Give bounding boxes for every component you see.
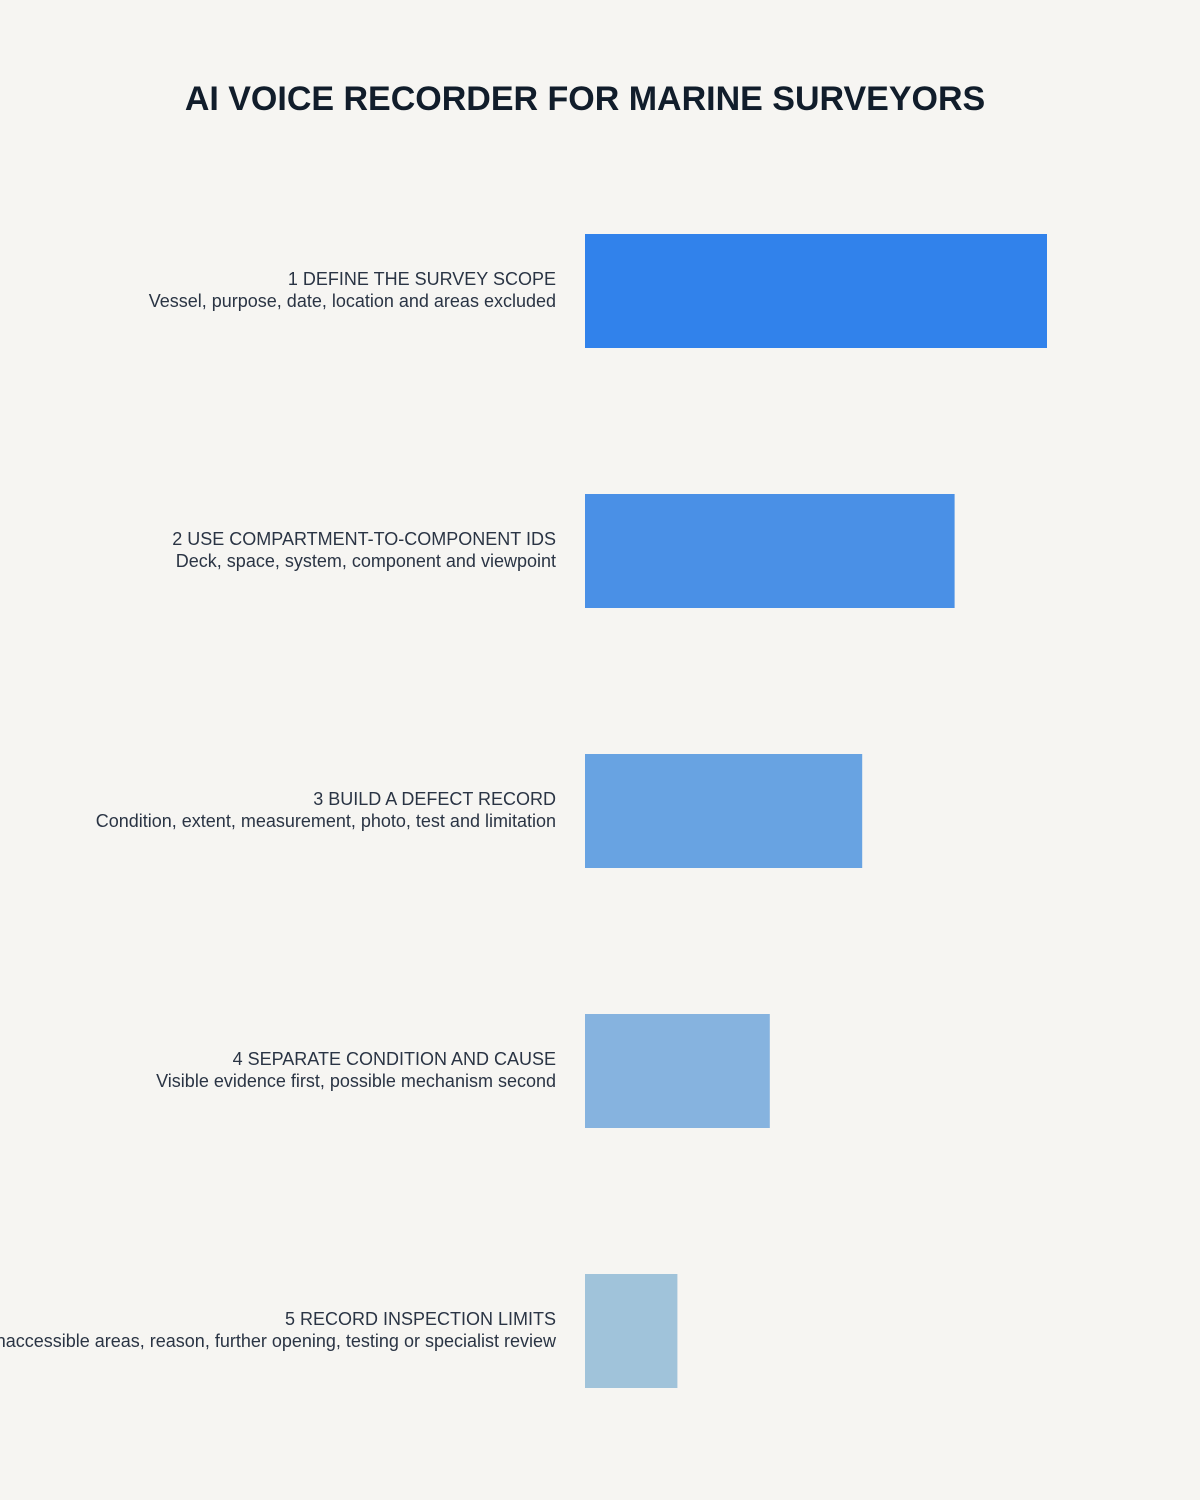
category-label: 3 BUILD A DEFECT RECORD bbox=[313, 789, 556, 809]
category-description: Visible evidence first, possible mechani… bbox=[156, 1071, 556, 1091]
bar bbox=[585, 494, 955, 608]
category-description: Vessel, purpose, date, location and area… bbox=[149, 291, 556, 311]
bar bbox=[585, 1274, 678, 1388]
bar bbox=[585, 1014, 770, 1128]
category-label: 5 RECORD INSPECTION LIMITS bbox=[285, 1309, 556, 1329]
chart-title: AI VOICE RECORDER FOR MARINE SURVEYORS bbox=[185, 80, 985, 118]
category-description: Deck, space, system, component and viewp… bbox=[176, 551, 556, 571]
category-description: Inaccessible areas, reason, further open… bbox=[0, 1331, 557, 1351]
category-description: Condition, extent, measurement, photo, t… bbox=[96, 811, 556, 831]
bar bbox=[585, 234, 1047, 348]
bar bbox=[585, 754, 863, 868]
category-label: 4 SEPARATE CONDITION AND CAUSE bbox=[233, 1049, 556, 1069]
category-label: 2 USE COMPARTMENT-TO-COMPONENT IDS bbox=[172, 529, 556, 549]
category-label: 1 DEFINE THE SURVEY SCOPE bbox=[288, 269, 556, 289]
